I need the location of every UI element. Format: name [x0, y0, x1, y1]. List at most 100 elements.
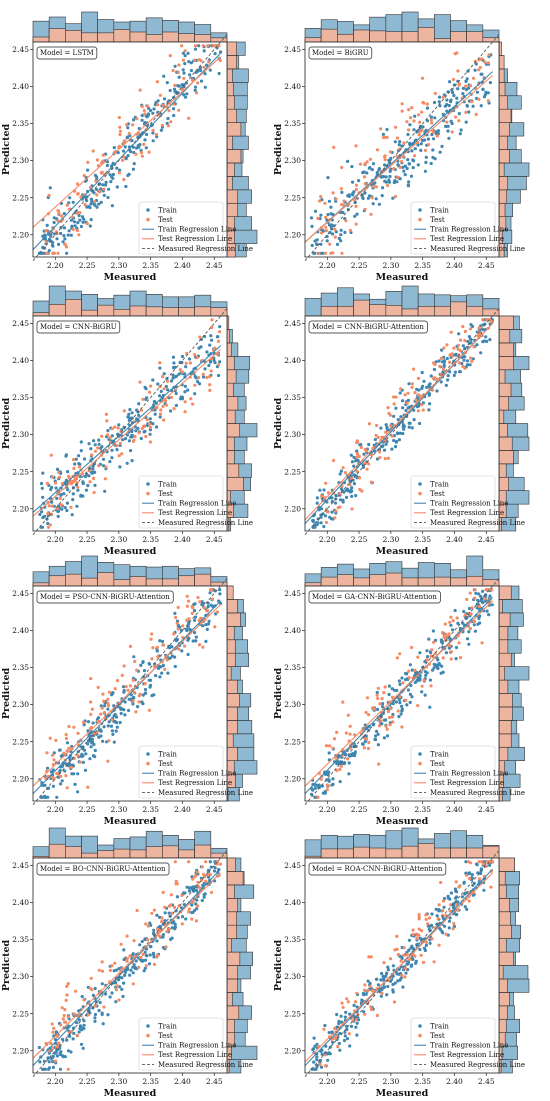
train-point — [143, 687, 148, 692]
train-point — [183, 62, 187, 66]
y-tick-label: 2.45 — [12, 589, 29, 598]
train-point — [350, 460, 354, 464]
train-point — [196, 380, 200, 384]
right-hist-bar-test — [226, 82, 234, 97]
train-point — [380, 194, 384, 198]
train-point — [475, 862, 479, 866]
top-hist-bar-test — [145, 578, 163, 587]
train-point — [358, 443, 362, 447]
right-hist-bar-test — [226, 626, 235, 641]
top-hist-bar-test — [466, 31, 484, 43]
train-point — [194, 376, 198, 380]
test-point — [354, 187, 358, 192]
train-point — [87, 442, 91, 446]
train-point — [47, 1066, 52, 1070]
right-hist-bar-test — [226, 55, 237, 70]
top-hist-bar-test — [417, 305, 435, 317]
test-point — [370, 196, 374, 200]
train-point — [107, 720, 111, 724]
test-point — [458, 349, 462, 353]
test-point — [125, 934, 129, 938]
train-point — [57, 504, 61, 508]
x-tick-label: 2.20 — [319, 805, 336, 814]
test-point — [448, 909, 452, 913]
train-point — [330, 496, 334, 500]
legend-entry: Test — [158, 760, 173, 768]
train-point — [205, 63, 209, 67]
train-point — [184, 917, 188, 921]
test-point — [369, 480, 373, 484]
train-point — [418, 674, 422, 678]
test-point — [355, 452, 360, 456]
train-point — [327, 751, 331, 755]
train-point — [144, 691, 148, 695]
test-point — [124, 685, 128, 689]
train-point — [101, 457, 106, 461]
x-tick-label: 2.25 — [351, 535, 368, 544]
train-point — [345, 487, 349, 491]
train-point — [102, 725, 106, 729]
test-point — [430, 937, 434, 941]
right-hist-bar-test — [498, 679, 509, 694]
test-point — [60, 503, 64, 507]
model-label-box — [308, 46, 373, 60]
train-point — [81, 494, 85, 498]
test-point — [132, 438, 136, 442]
train-point — [93, 1016, 97, 1020]
test-point — [183, 644, 187, 648]
test-point — [483, 60, 487, 64]
right-hist-bar-test — [226, 720, 238, 735]
right-hist-bar-test — [498, 202, 506, 217]
train-point — [206, 601, 210, 605]
top-hist-bar-test — [304, 582, 322, 587]
train-point — [170, 926, 174, 930]
train-point — [445, 356, 449, 361]
train-point — [219, 50, 223, 54]
test-point — [479, 57, 483, 61]
train-point — [182, 903, 186, 907]
top-hist-bar-test — [48, 28, 66, 43]
train-point — [398, 140, 402, 144]
train-point — [445, 98, 449, 102]
y-tick-label: 2.45 — [284, 319, 301, 328]
train-point — [207, 363, 211, 368]
train-point — [446, 896, 450, 900]
test-point — [367, 422, 371, 426]
test-point — [369, 1007, 373, 1012]
test-point — [117, 454, 121, 458]
train-point — [183, 384, 187, 388]
test-point — [209, 369, 213, 373]
train-point — [327, 199, 331, 203]
train-point — [477, 592, 481, 596]
train-point — [192, 609, 197, 613]
train-point — [473, 629, 477, 633]
y-axis-title: Predicted — [273, 397, 284, 449]
train-point — [352, 1003, 356, 1008]
train-point — [387, 180, 392, 184]
train-point — [384, 180, 388, 184]
legend-entry: Test Regression Line — [158, 509, 232, 517]
train-point — [47, 249, 51, 253]
test-point — [76, 731, 80, 736]
train-point — [418, 947, 422, 952]
train-point — [65, 501, 69, 505]
test-point — [164, 945, 168, 949]
test-point — [429, 684, 433, 688]
test-point — [402, 141, 406, 145]
y-tick-label: 2.45 — [12, 319, 29, 328]
right-hist-bar-test — [498, 122, 510, 137]
test-point — [354, 1017, 358, 1022]
train-point — [397, 715, 401, 719]
train-point — [208, 68, 212, 72]
train-point — [115, 725, 119, 729]
top-hist-bar-test — [178, 575, 195, 587]
test-point — [72, 1012, 76, 1016]
train-point — [481, 601, 485, 605]
test-point — [160, 123, 164, 127]
train-point — [441, 931, 445, 935]
right-hist-bar-test — [226, 436, 235, 451]
train-point — [46, 766, 50, 770]
test-point — [91, 149, 95, 153]
y-tick-label: 2.35 — [12, 393, 29, 402]
